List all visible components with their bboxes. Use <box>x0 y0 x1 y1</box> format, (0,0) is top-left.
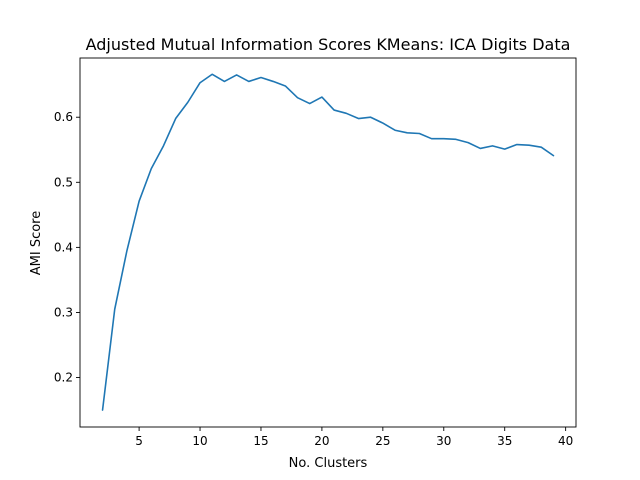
x-tick-label: 25 <box>375 434 390 448</box>
plot-area <box>79 57 577 428</box>
chart-title: Adjusted Mutual Information Scores KMean… <box>86 35 571 54</box>
x-tick-label: 20 <box>314 434 329 448</box>
plot-frame <box>79 57 577 428</box>
y-tick-label: 0.4 <box>54 240 73 254</box>
y-tick-label: 0.5 <box>54 175 73 189</box>
x-tick-label: 30 <box>436 434 451 448</box>
x-axis-label: No. Clusters <box>289 456 368 471</box>
series-line <box>101 73 555 411</box>
x-tick-label: 40 <box>558 434 573 448</box>
x-tick-label: 35 <box>497 434 512 448</box>
x-axis: 5 10 15 20 25 30 35 40 <box>135 427 573 448</box>
y-axis-label: AMI Score <box>29 211 44 276</box>
x-tick-label: 10 <box>192 434 207 448</box>
y-tick-label: 0.2 <box>54 371 73 385</box>
x-tick-label: 15 <box>253 434 268 448</box>
y-axis: 0.2 0.3 0.4 0.5 0.6 <box>54 110 80 385</box>
y-tick-label: 0.6 <box>54 110 73 124</box>
y-tick-label: 0.3 <box>54 305 73 319</box>
x-tick-label: 5 <box>135 434 143 448</box>
